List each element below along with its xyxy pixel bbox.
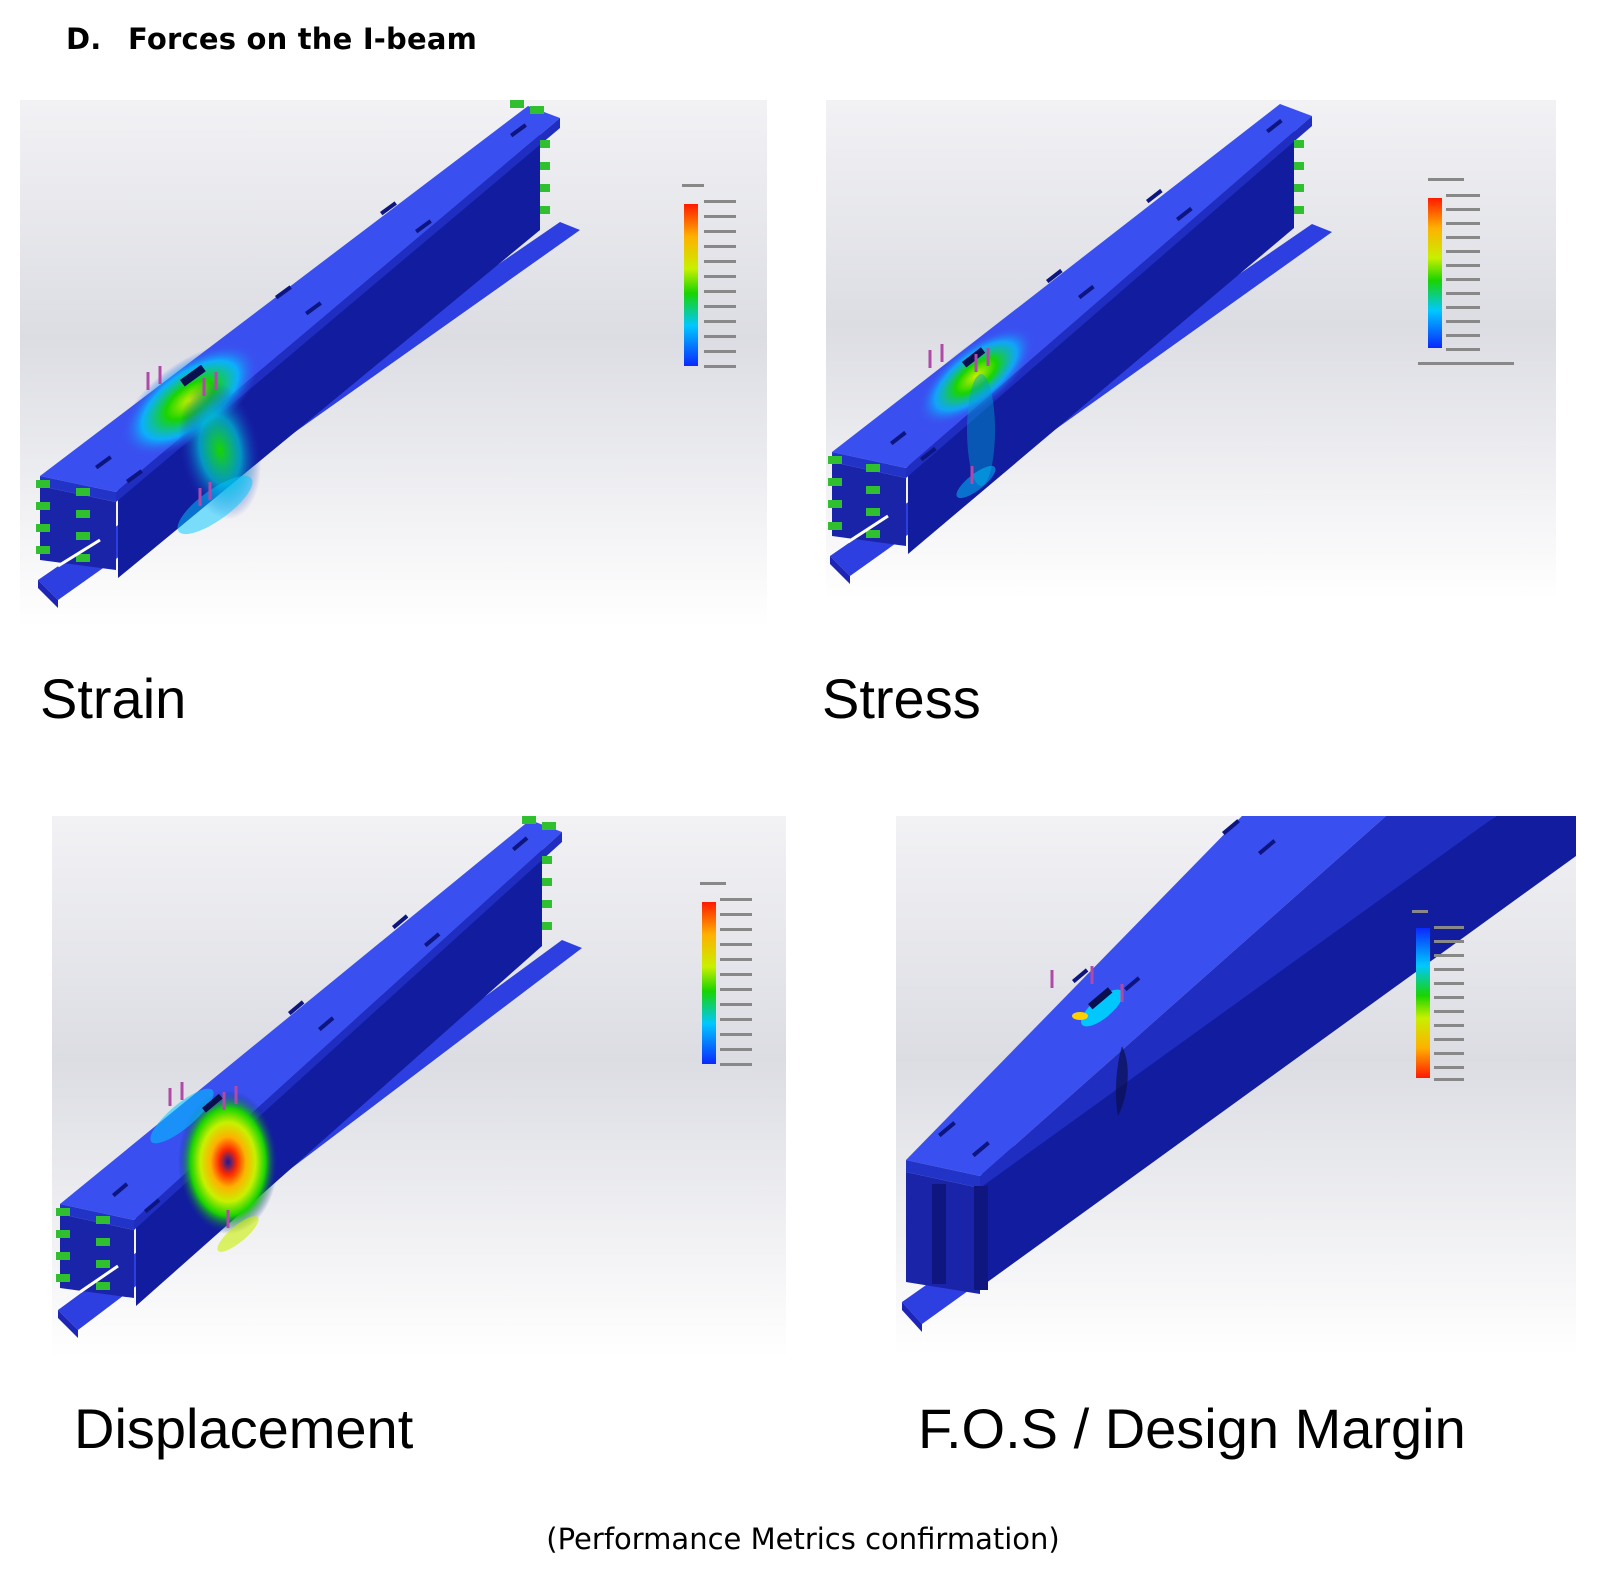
caption-stress: Stress	[822, 667, 981, 730]
section-heading: D. Forces on the I-beam	[66, 22, 477, 56]
displacement-slots	[112, 836, 529, 1214]
fos-colorbar-ticks	[1412, 910, 1464, 1081]
displacement-colorbar-ticks	[700, 882, 752, 1066]
caption-strain: Strain	[40, 667, 187, 730]
displacement-hotspot	[178, 1090, 278, 1234]
strain-beam-render	[20, 100, 767, 628]
displacement-fixtures	[56, 816, 556, 1290]
displacement-colorbar	[702, 902, 716, 1064]
fos-hotspot	[1081, 989, 1123, 1027]
section-title: Forces on the I-beam	[128, 22, 478, 56]
stress-fixtures	[828, 140, 1304, 538]
stress-colorbar-ticks	[1418, 178, 1514, 365]
strain-colorbar	[684, 204, 698, 366]
strain-end-face	[40, 486, 116, 570]
fos-colorbar	[1416, 928, 1430, 1078]
stress-web	[908, 130, 1294, 554]
fos-plot	[896, 816, 1576, 1356]
footer-note: (Performance Metrics confirmation)	[546, 1522, 1060, 1556]
stress-hotspot	[917, 326, 1035, 426]
fos-load-arrows	[1050, 966, 1124, 1002]
displacement-beam-render	[52, 816, 786, 1358]
stress-slots	[889, 118, 1283, 462]
displacement-end-face	[60, 1214, 134, 1298]
caption-displacement: Displacement	[74, 1397, 414, 1460]
strain-colorbar-ticks	[682, 184, 736, 368]
stress-plot	[826, 100, 1556, 600]
section-number: D.	[66, 22, 102, 56]
fos-top-flange	[906, 816, 1386, 1176]
displacement-plot	[52, 816, 786, 1358]
stress-colorbar	[1428, 198, 1442, 348]
strain-slots	[94, 123, 527, 484]
strain-load-arrows	[146, 366, 218, 506]
strain-fixtures	[36, 100, 550, 562]
displacement-load-arrows	[168, 1082, 238, 1228]
stress-end-face	[832, 462, 906, 546]
stress-load-arrows	[928, 344, 990, 484]
fos-slots	[938, 819, 1276, 1158]
fos-beam-render	[896, 816, 1576, 1356]
stress-beam-render	[826, 100, 1556, 600]
caption-fos: F.O.S / Design Margin	[918, 1397, 1466, 1460]
strain-plot	[20, 100, 767, 628]
